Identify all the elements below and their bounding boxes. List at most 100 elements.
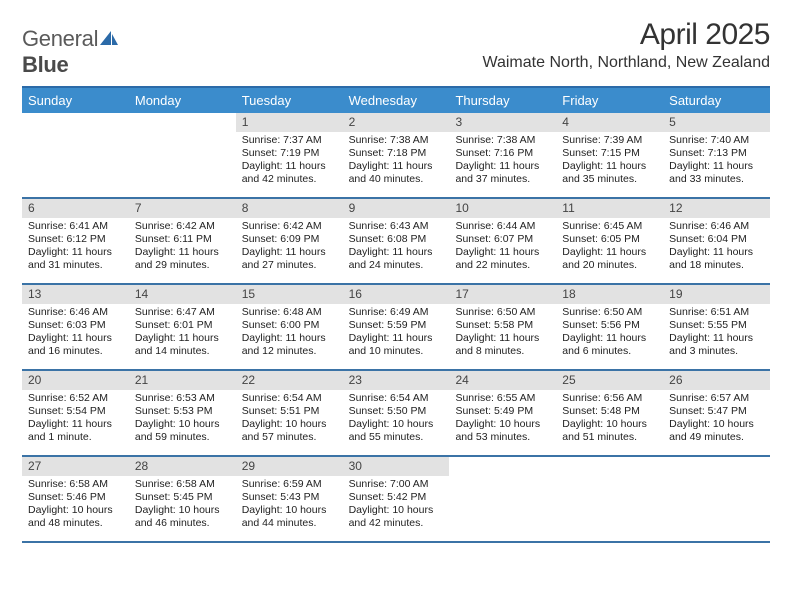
- sunrise-text: Sunrise: 7:00 AM: [349, 478, 444, 491]
- day-cell: 5Sunrise: 7:40 AMSunset: 7:13 PMDaylight…: [663, 113, 770, 197]
- day-number: 14: [129, 285, 236, 304]
- day-cell-empty: [663, 457, 770, 541]
- day-number: 19: [663, 285, 770, 304]
- day-body: Sunrise: 6:58 AMSunset: 5:45 PMDaylight:…: [129, 476, 236, 535]
- day-cell: 21Sunrise: 6:53 AMSunset: 5:53 PMDayligh…: [129, 371, 236, 455]
- sunset-text: Sunset: 6:08 PM: [349, 233, 444, 246]
- sunrise-text: Sunrise: 6:46 AM: [669, 220, 764, 233]
- sunset-text: Sunset: 7:19 PM: [242, 147, 337, 160]
- sunset-text: Sunset: 6:01 PM: [135, 319, 230, 332]
- day-cell: 30Sunrise: 7:00 AMSunset: 5:42 PMDayligh…: [343, 457, 450, 541]
- sunrise-text: Sunrise: 6:47 AM: [135, 306, 230, 319]
- day-body: Sunrise: 6:58 AMSunset: 5:46 PMDaylight:…: [22, 476, 129, 535]
- day-number: 1: [236, 113, 343, 132]
- daylight-text: Daylight: 11 hours and 1 minute.: [28, 418, 123, 444]
- sunrise-text: Sunrise: 7:39 AM: [562, 134, 657, 147]
- day-cell-empty: [129, 113, 236, 197]
- day-number: 20: [22, 371, 129, 390]
- week-row: 1Sunrise: 7:37 AMSunset: 7:19 PMDaylight…: [22, 113, 770, 199]
- sunrise-text: Sunrise: 6:42 AM: [135, 220, 230, 233]
- day-number: 10: [449, 199, 556, 218]
- day-number: 30: [343, 457, 450, 476]
- day-body: Sunrise: 6:50 AMSunset: 5:58 PMDaylight:…: [449, 304, 556, 363]
- logo-part1: General: [22, 26, 98, 51]
- sunset-text: Sunset: 5:45 PM: [135, 491, 230, 504]
- daylight-text: Daylight: 10 hours and 51 minutes.: [562, 418, 657, 444]
- daylight-text: Daylight: 10 hours and 42 minutes.: [349, 504, 444, 530]
- daylight-text: Daylight: 11 hours and 16 minutes.: [28, 332, 123, 358]
- sunrise-text: Sunrise: 6:58 AM: [135, 478, 230, 491]
- sunrise-text: Sunrise: 6:48 AM: [242, 306, 337, 319]
- sunrise-text: Sunrise: 7:38 AM: [455, 134, 550, 147]
- day-body: Sunrise: 6:57 AMSunset: 5:47 PMDaylight:…: [663, 390, 770, 449]
- sunset-text: Sunset: 5:55 PM: [669, 319, 764, 332]
- daylight-text: Daylight: 11 hours and 37 minutes.: [455, 160, 550, 186]
- daylight-text: Daylight: 11 hours and 6 minutes.: [562, 332, 657, 358]
- sunset-text: Sunset: 6:03 PM: [28, 319, 123, 332]
- day-body: Sunrise: 6:43 AMSunset: 6:08 PMDaylight:…: [343, 218, 450, 277]
- daylight-text: Daylight: 10 hours and 46 minutes.: [135, 504, 230, 530]
- daylight-text: Daylight: 11 hours and 33 minutes.: [669, 160, 764, 186]
- daylight-text: Daylight: 11 hours and 3 minutes.: [669, 332, 764, 358]
- day-number: 2: [343, 113, 450, 132]
- sunset-text: Sunset: 7:15 PM: [562, 147, 657, 160]
- sunset-text: Sunset: 6:11 PM: [135, 233, 230, 246]
- daylight-text: Daylight: 11 hours and 31 minutes.: [28, 246, 123, 272]
- sunset-text: Sunset: 6:12 PM: [28, 233, 123, 246]
- sunrise-text: Sunrise: 6:54 AM: [242, 392, 337, 405]
- day-cell: 24Sunrise: 6:55 AMSunset: 5:49 PMDayligh…: [449, 371, 556, 455]
- calendar-page: GeneralBlue April 2025 Waimate North, No…: [0, 0, 792, 565]
- day-cell: 11Sunrise: 6:45 AMSunset: 6:05 PMDayligh…: [556, 199, 663, 283]
- day-cell: 13Sunrise: 6:46 AMSunset: 6:03 PMDayligh…: [22, 285, 129, 369]
- weeks-container: 1Sunrise: 7:37 AMSunset: 7:19 PMDaylight…: [22, 113, 770, 543]
- day-cell: 22Sunrise: 6:54 AMSunset: 5:51 PMDayligh…: [236, 371, 343, 455]
- sunset-text: Sunset: 5:59 PM: [349, 319, 444, 332]
- sunset-text: Sunset: 6:09 PM: [242, 233, 337, 246]
- day-cell-empty: [556, 457, 663, 541]
- day-number: 27: [22, 457, 129, 476]
- sunset-text: Sunset: 6:04 PM: [669, 233, 764, 246]
- daylight-text: Daylight: 11 hours and 12 minutes.: [242, 332, 337, 358]
- day-body: Sunrise: 6:48 AMSunset: 6:00 PMDaylight:…: [236, 304, 343, 363]
- day-cell: 28Sunrise: 6:58 AMSunset: 5:45 PMDayligh…: [129, 457, 236, 541]
- day-number: 23: [343, 371, 450, 390]
- daylight-text: Daylight: 10 hours and 53 minutes.: [455, 418, 550, 444]
- day-number: 3: [449, 113, 556, 132]
- page-header: GeneralBlue April 2025 Waimate North, No…: [22, 18, 770, 78]
- week-row: 27Sunrise: 6:58 AMSunset: 5:46 PMDayligh…: [22, 457, 770, 543]
- day-body: Sunrise: 6:41 AMSunset: 6:12 PMDaylight:…: [22, 218, 129, 277]
- dow-cell-saturday: Saturday: [663, 88, 770, 113]
- day-cell: 23Sunrise: 6:54 AMSunset: 5:50 PMDayligh…: [343, 371, 450, 455]
- sunset-text: Sunset: 7:13 PM: [669, 147, 764, 160]
- daylight-text: Daylight: 10 hours and 44 minutes.: [242, 504, 337, 530]
- daylight-text: Daylight: 11 hours and 27 minutes.: [242, 246, 337, 272]
- day-number: 17: [449, 285, 556, 304]
- sunset-text: Sunset: 5:58 PM: [455, 319, 550, 332]
- day-body: Sunrise: 6:52 AMSunset: 5:54 PMDaylight:…: [22, 390, 129, 449]
- day-cell: 19Sunrise: 6:51 AMSunset: 5:55 PMDayligh…: [663, 285, 770, 369]
- sunset-text: Sunset: 7:18 PM: [349, 147, 444, 160]
- calendar-grid: SundayMondayTuesdayWednesdayThursdayFrid…: [22, 86, 770, 543]
- sunset-text: Sunset: 7:16 PM: [455, 147, 550, 160]
- week-row: 6Sunrise: 6:41 AMSunset: 6:12 PMDaylight…: [22, 199, 770, 285]
- daylight-text: Daylight: 11 hours and 24 minutes.: [349, 246, 444, 272]
- sunrise-text: Sunrise: 6:46 AM: [28, 306, 123, 319]
- sunrise-text: Sunrise: 6:42 AM: [242, 220, 337, 233]
- day-cell: 26Sunrise: 6:57 AMSunset: 5:47 PMDayligh…: [663, 371, 770, 455]
- sunset-text: Sunset: 5:47 PM: [669, 405, 764, 418]
- day-body: Sunrise: 6:49 AMSunset: 5:59 PMDaylight:…: [343, 304, 450, 363]
- sunrise-text: Sunrise: 6:55 AM: [455, 392, 550, 405]
- day-body: Sunrise: 7:38 AMSunset: 7:18 PMDaylight:…: [343, 132, 450, 191]
- daylight-text: Daylight: 11 hours and 18 minutes.: [669, 246, 764, 272]
- day-number: 15: [236, 285, 343, 304]
- sunrise-text: Sunrise: 7:40 AM: [669, 134, 764, 147]
- daylight-text: Daylight: 11 hours and 14 minutes.: [135, 332, 230, 358]
- sunrise-text: Sunrise: 6:50 AM: [455, 306, 550, 319]
- dow-cell-wednesday: Wednesday: [343, 88, 450, 113]
- sunset-text: Sunset: 5:50 PM: [349, 405, 444, 418]
- day-cell: 1Sunrise: 7:37 AMSunset: 7:19 PMDaylight…: [236, 113, 343, 197]
- sunrise-text: Sunrise: 6:52 AM: [28, 392, 123, 405]
- daylight-text: Daylight: 10 hours and 55 minutes.: [349, 418, 444, 444]
- day-cell: 18Sunrise: 6:50 AMSunset: 5:56 PMDayligh…: [556, 285, 663, 369]
- day-body: Sunrise: 6:42 AMSunset: 6:09 PMDaylight:…: [236, 218, 343, 277]
